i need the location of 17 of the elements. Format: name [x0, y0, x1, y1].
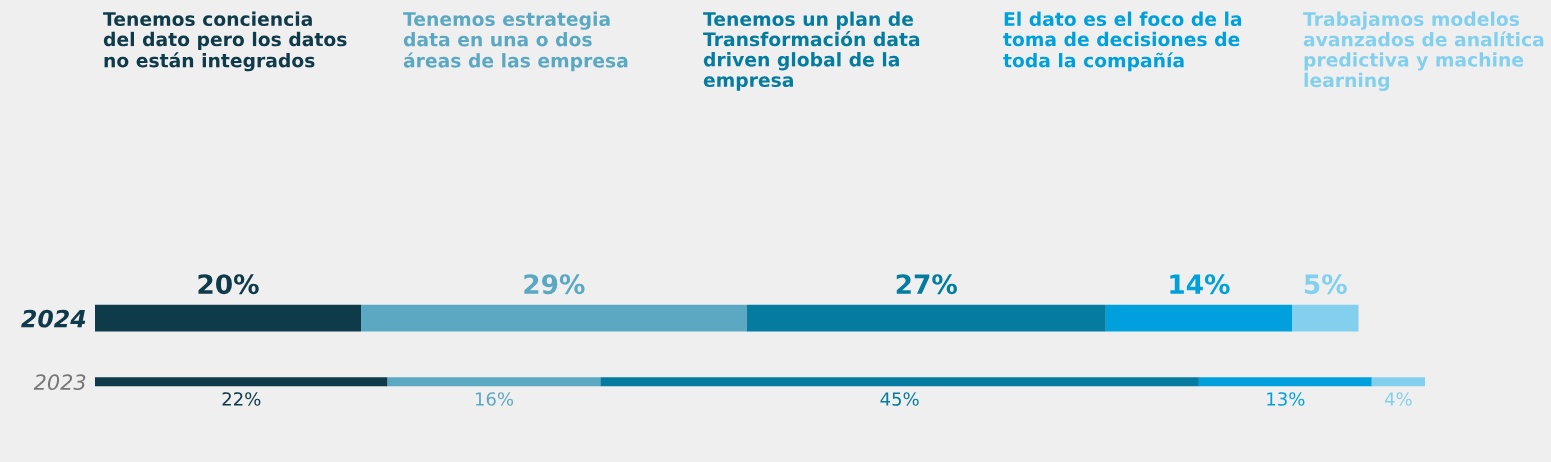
data-label: 5%: [1304, 274, 1347, 295]
text: Trabajamos modelos avanzados de analítica predictiva y machine learning: [1303, 11, 1544, 91]
data-label: 4%: [1384, 392, 1412, 406]
data-label: 20%: [198, 274, 259, 295]
data-label: 27%: [896, 274, 957, 295]
data-label: 45%: [880, 392, 919, 406]
data-label: 16%: [475, 392, 514, 406]
y-tick-label: 2024: [21, 309, 86, 328]
text: Tenemos un plan de Transformación data driven global de la empresa: [703, 11, 920, 91]
data-label: 29%: [524, 274, 585, 295]
y-tick-label: 2023: [33, 374, 86, 391]
text: Tenemos conciencia del dato pero los datos no están integrados: [103, 11, 347, 72]
text: Tenemos estrategia data en una o dos áreas de las empresa: [403, 11, 628, 72]
data-label: 13%: [1267, 392, 1305, 406]
data-label: 22%: [222, 392, 261, 406]
data-label: 14%: [1170, 274, 1230, 295]
text: El dato es el foco de la toma de decisiones de toda la compañía: [1003, 11, 1242, 72]
